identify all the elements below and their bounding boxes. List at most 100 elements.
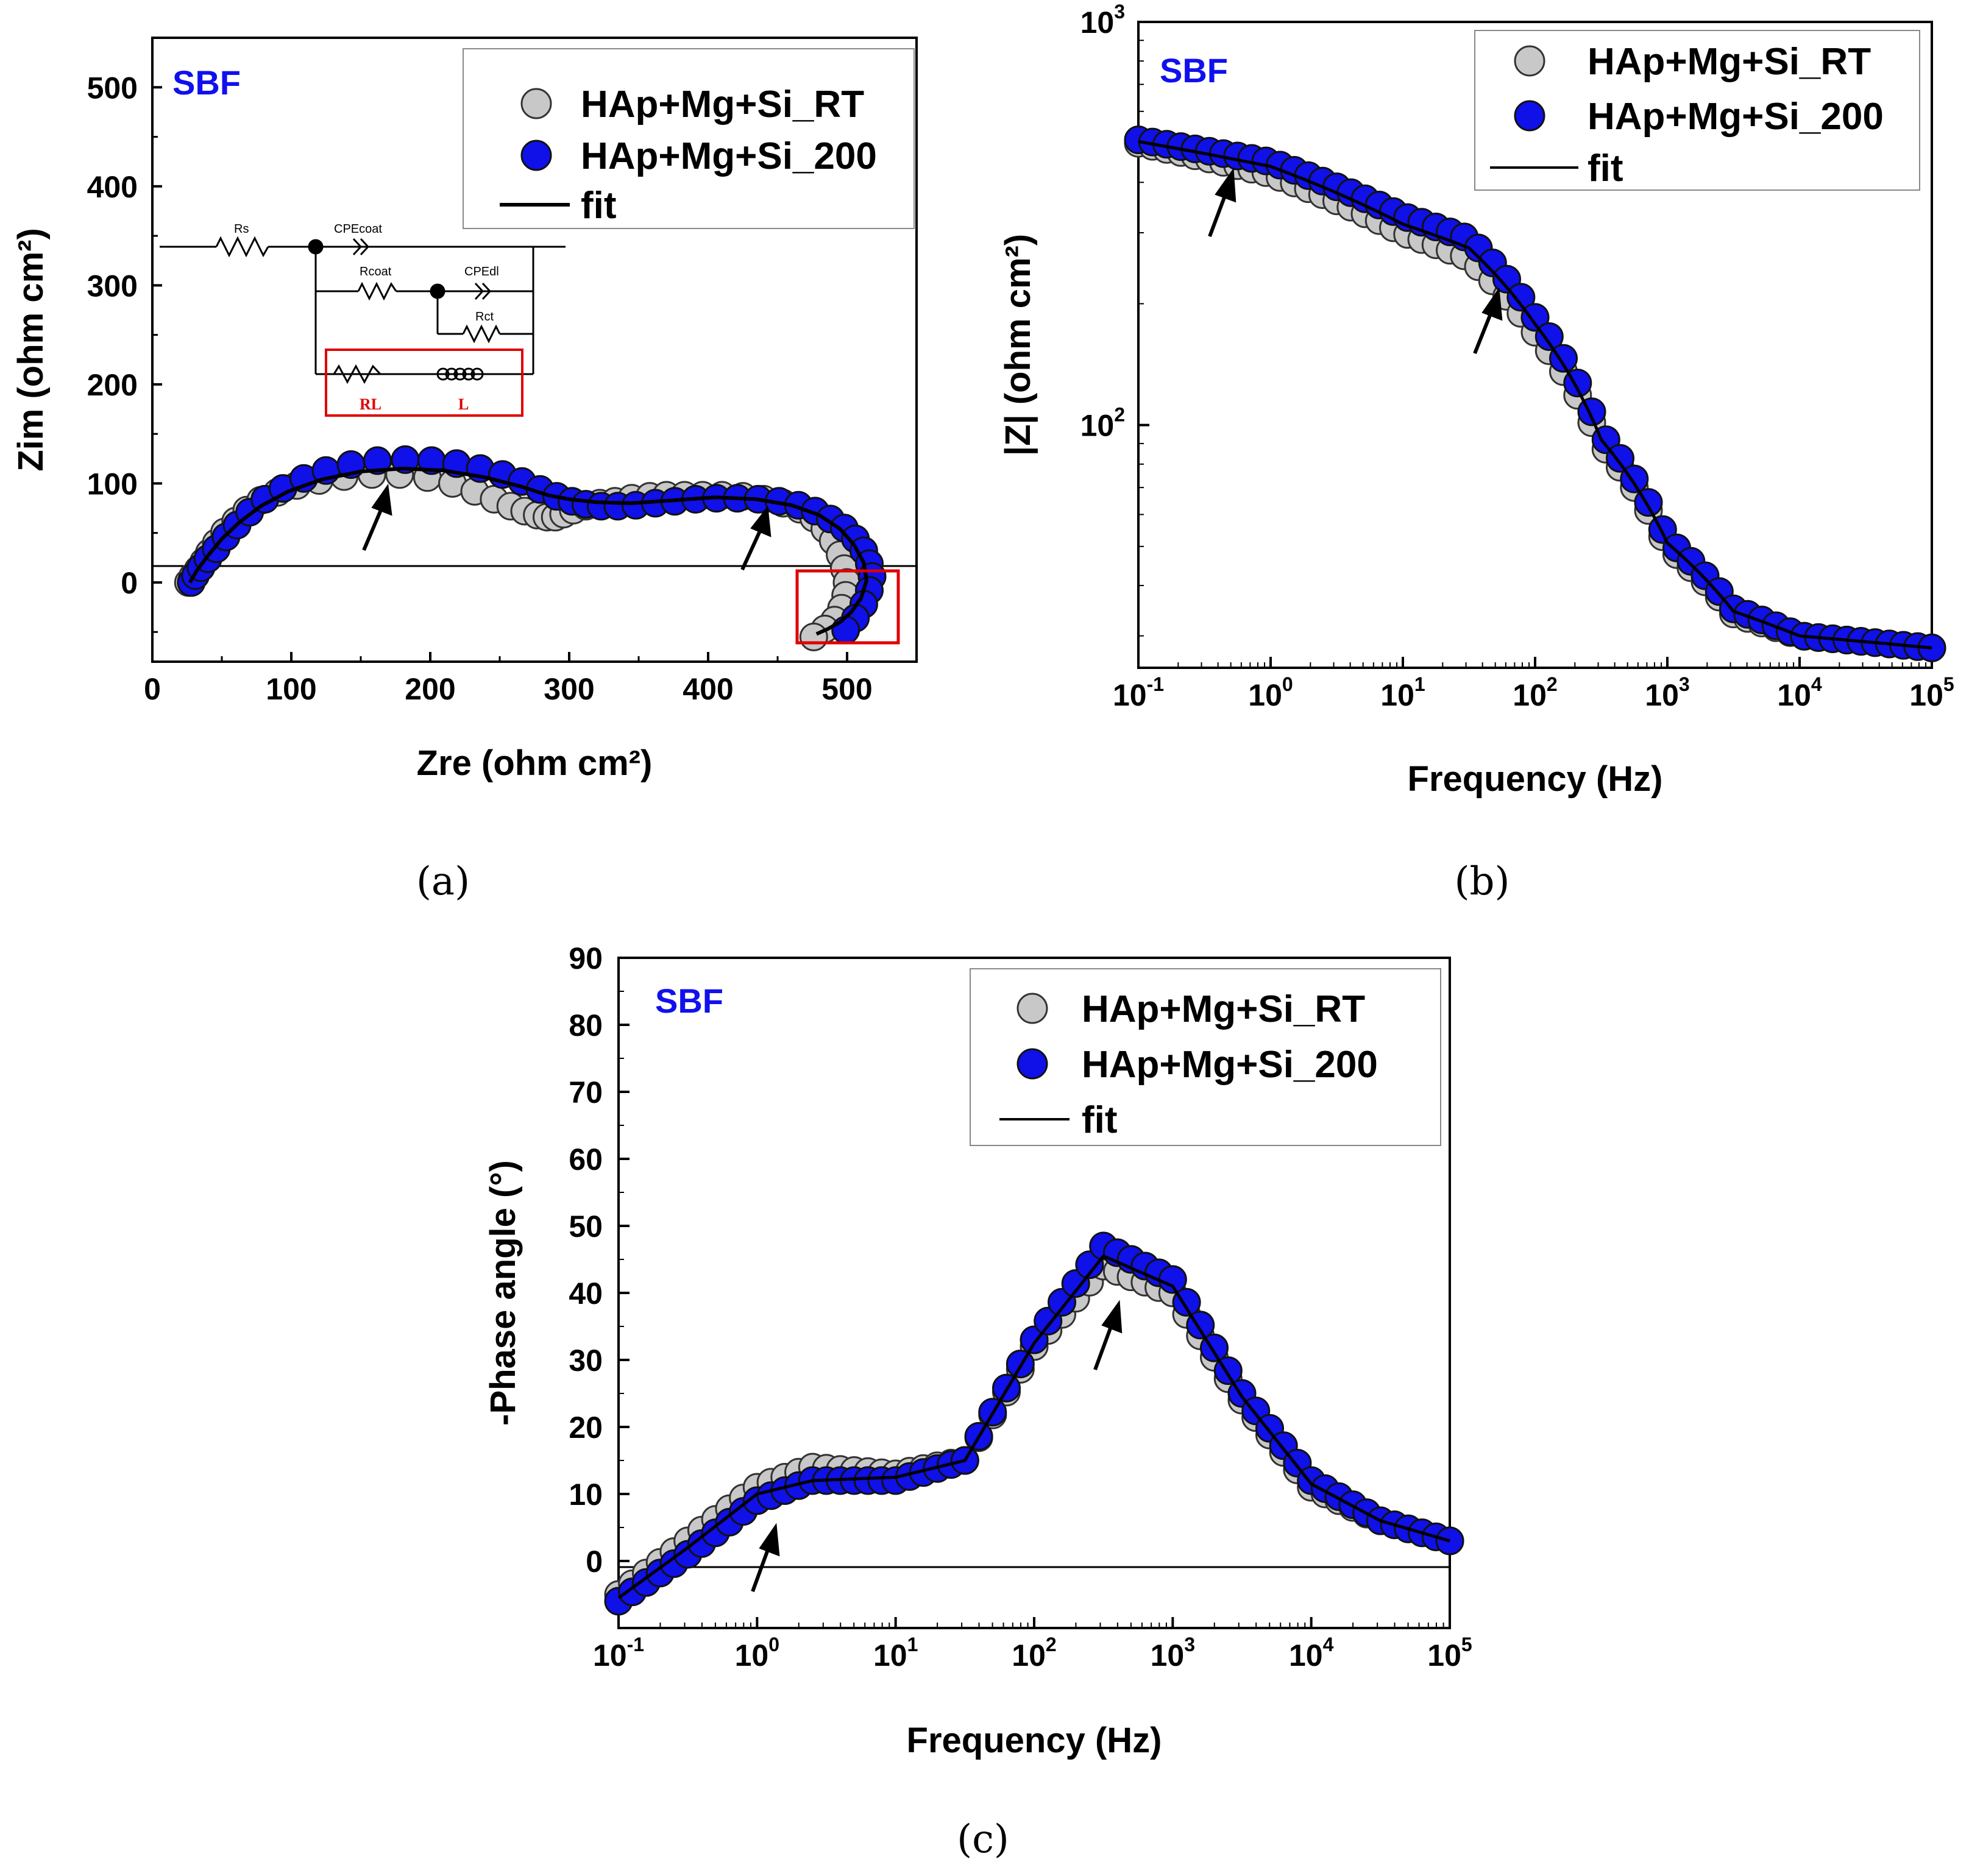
circuit-label-l: L [458,395,469,413]
panel-a-ticks: 0 100 200 300 400 500 0 100 200 300 400 500 [87,71,873,706]
rcoat-resistor-symbol [357,281,397,301]
panel-c-legend-fit-label: fit [1082,1099,1118,1141]
panel-a-legend-rt-label: HAp+Mg+Si_RT [581,83,864,126]
fit-curve [1138,140,1932,650]
y-tick-label: 90 [569,941,603,975]
y-tick-label: 0 [121,566,138,600]
circuit-label-cpedl: CPEdl [464,265,499,278]
x-tick-label: 101 [873,1634,918,1672]
x-tick-label: 300 [544,672,594,706]
panel-a-sbf-label: SBF [172,63,241,102]
panel-b-legend-200-marker [1514,100,1545,132]
caption-a: (a) [416,859,470,904]
circuit-label-rcoat: Rcoat [360,265,392,278]
x-tick-label: 105 [1427,1634,1472,1672]
panel-c-ylabel: -Phase angle (°) [483,1160,523,1426]
x-tick-label: 105 [1909,673,1954,712]
y-tick-label: 200 [87,368,138,402]
panel-a-legend: HAp+Mg+Si_RT HAp+Mg+Si_200 fit [463,48,915,229]
x-tick-label: 400 [683,672,733,706]
k200-data-point [1520,303,1550,332]
panel-b-xlabel: Frequency (Hz) [1408,759,1663,799]
panel-a-plot-frame [151,37,918,663]
panel-a-data [174,445,887,651]
x-tick-label: 102 [1012,1634,1056,1672]
caption-b: (b) [1455,859,1510,904]
panel-b-bode-impedance: 10-1 100 101 102 103 104 105 102 103 Frequency (… [998,1,1954,799]
panel-a-legend-box [463,48,915,229]
panel-c-ticks: 10-1 100 101 102 103 104 105 0 10 20 30 40 50 60 70 80 9… [569,941,1472,1672]
circuit-label-cpecoat: CPEcoat [334,222,382,236]
panel-c-legend-box [970,968,1441,1146]
x-tick-label: 103 [1645,673,1689,712]
x-tick-label: 100 [735,1634,779,1672]
rs-resistor-symbol [215,236,269,258]
y-tick-label: 300 [87,269,138,303]
panel-c-legend: HAp+Mg+Si_RT HAp+Mg+Si_200 fit [970,968,1441,1146]
x-tick-label: 103 [1151,1634,1195,1672]
y-tick-label: 100 [87,467,138,501]
x-tick-label: 10-1 [593,1634,644,1672]
k200-data-point [363,446,392,475]
panel-b-legend-fit-label: fit [1588,147,1623,189]
fit-curve [188,466,868,636]
panel-b-ylabel: |Z| (ohm cm²) [998,234,1038,456]
panel-a-ylabel: Zim (ohm cm²) [11,228,51,472]
panel-c-legend-200-label: HAp+Mg+Si_200 [1082,1044,1378,1086]
panel-c-legend-rt-marker [1016,993,1048,1024]
caption-c: (c) [957,1817,1009,1862]
x-tick-label: 100 [266,672,316,706]
circuit-label-rct: Rct [475,310,494,324]
panel-c-xlabel: Frequency (Hz) [907,1721,1162,1760]
panel-b-legend-box [1474,30,1920,191]
x-tick-label: 10-1 [1113,673,1164,712]
y-tick-label: 400 [87,170,138,204]
y-tick-label: 70 [569,1075,603,1110]
panel-b-arrows [1208,168,1503,355]
x-tick-label: 200 [405,672,455,706]
equivalent-circuit [160,236,566,417]
y-tick-label: 80 [569,1008,603,1042]
panel-a-arrows [362,483,772,571]
y-tick-label: 0 [586,1545,603,1579]
x-tick-label: 0 [144,672,161,706]
panel-b-legend: HAp+Mg+Si_RT HAp+Mg+Si_200 fit [1474,30,1920,191]
k200-data-point [1606,444,1634,473]
inductive-branch-highlight [325,349,523,417]
panel-b-legend-rt-label: HAp+Mg+Si_RT [1588,41,1871,83]
panel-b-ticks: 10-1 100 101 102 103 104 105 102 103 [1080,1,1954,712]
y-tick-label: 60 [569,1142,603,1177]
inductive-loop-highlight [795,569,900,645]
panel-c-legend-rt-label: HAp+Mg+Si_RT [1082,988,1365,1030]
y-tick-label: 10 [569,1478,603,1512]
k200-data-point [1506,283,1536,312]
x-tick-label: 500 [821,672,872,706]
y-tick-label: 102 [1080,404,1125,443]
y-tick-label: 50 [569,1209,603,1244]
x-tick-label: 102 [1513,673,1557,712]
panel-a-legend-rt-marker [520,88,552,119]
x-tick-label: 104 [1289,1634,1334,1672]
y-tick-label: 103 [1080,1,1125,40]
y-tick-label: 40 [569,1276,603,1311]
y-tick-label: 30 [569,1343,603,1378]
rct-resistor-symbol [462,324,501,344]
panel-c-data [604,1231,1464,1616]
x-tick-label: 104 [1777,673,1822,712]
panel-c-arrows [751,1300,1123,1593]
k200-data-point [1534,322,1564,351]
panel-c-sbf-label: SBF [655,982,723,1020]
y-tick-label: 20 [569,1411,603,1445]
k200-data-point [831,615,860,645]
panel-a-legend-200-marker [520,140,552,171]
x-tick-label: 100 [1248,673,1293,712]
x-tick-label: 101 [1380,673,1425,712]
fit-curve [617,1254,1450,1599]
circuit-label-rl: RL [360,395,381,413]
y-tick-label: 500 [87,71,138,105]
panel-a-nyquist: 0 100 200 300 400 500 0 100 200 300 400 500 Zre (oh… [11,37,918,783]
panel-c-bode-phase: 10-1 100 101 102 103 104 105 0 10 20 30 40 50 60 70 80 9… [483,941,1472,1760]
cpedl-symbol [474,282,484,300]
circuit-label-rs: Rs [234,222,249,236]
